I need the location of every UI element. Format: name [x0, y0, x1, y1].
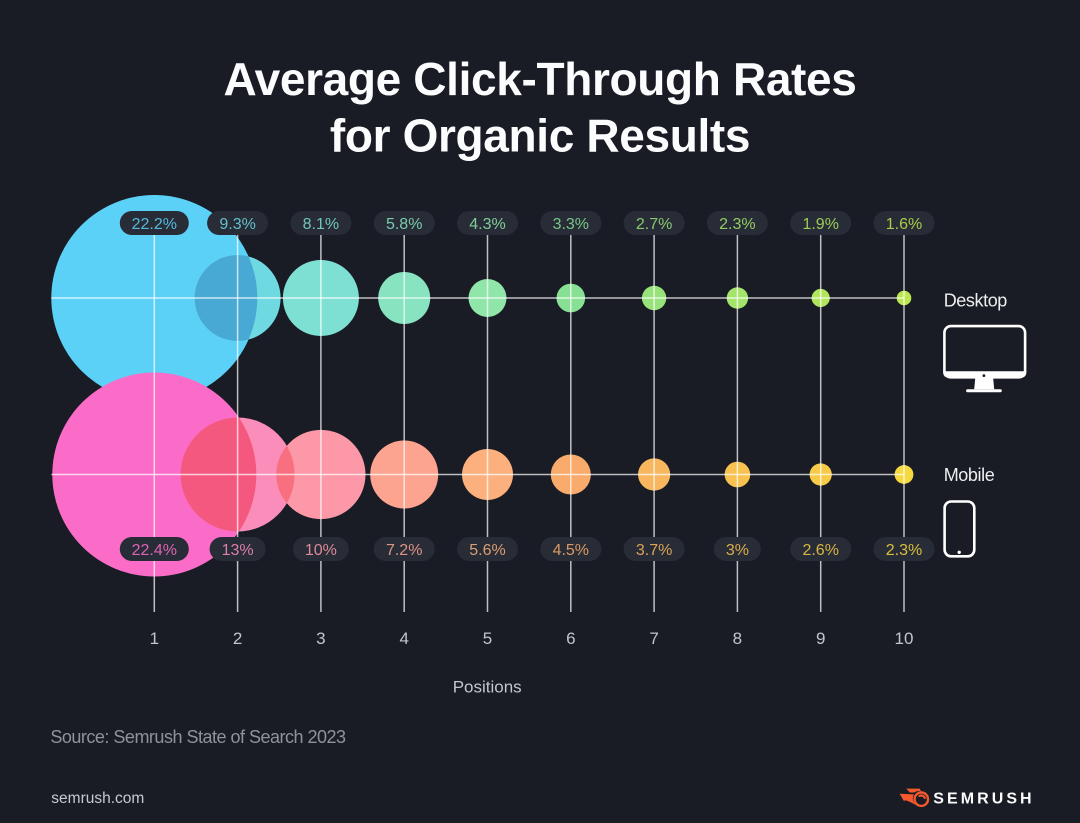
svg-text:22.2%: 22.2%: [132, 216, 177, 233]
svg-text:Positions: Positions: [453, 677, 522, 696]
svg-text:2.7%: 2.7%: [636, 216, 672, 233]
svg-text:4.5%: 4.5%: [553, 542, 589, 559]
svg-text:3: 3: [316, 629, 325, 648]
svg-text:1: 1: [150, 629, 159, 648]
svg-text:5.6%: 5.6%: [469, 542, 505, 559]
svg-text:4: 4: [399, 629, 408, 648]
svg-text:1.9%: 1.9%: [802, 216, 838, 233]
svg-text:6: 6: [566, 629, 575, 648]
svg-text:9: 9: [816, 629, 825, 648]
svg-text:13%: 13%: [222, 542, 254, 559]
svg-text:9.3%: 9.3%: [219, 216, 255, 233]
svg-text:2.3%: 2.3%: [719, 216, 755, 233]
svg-text:Source: Semrush State of Searc: Source: Semrush State of Search 2023: [50, 727, 346, 747]
svg-text:2: 2: [233, 629, 242, 648]
svg-text:5.8%: 5.8%: [386, 216, 422, 233]
svg-text:3.3%: 3.3%: [553, 216, 589, 233]
svg-text:5: 5: [483, 629, 492, 648]
svg-text:10%: 10%: [305, 542, 337, 559]
svg-text:Average Click-Through Rates: Average Click-Through Rates: [223, 53, 856, 105]
svg-text:7: 7: [649, 629, 658, 648]
svg-text:SEMRUSH: SEMRUSH: [933, 790, 1034, 807]
svg-text:4.3%: 4.3%: [469, 216, 505, 233]
svg-text:for Organic Results: for Organic Results: [330, 109, 750, 161]
svg-text:Desktop: Desktop: [944, 291, 1008, 311]
svg-text:3%: 3%: [726, 542, 749, 559]
svg-text:2.6%: 2.6%: [802, 542, 838, 559]
svg-text:8: 8: [733, 629, 742, 648]
svg-text:10: 10: [895, 629, 914, 648]
svg-text:22.4%: 22.4%: [132, 542, 177, 559]
svg-text:2.3%: 2.3%: [886, 542, 922, 559]
svg-text:semrush.com: semrush.com: [51, 790, 144, 807]
svg-text:7.2%: 7.2%: [386, 542, 422, 559]
svg-text:Mobile: Mobile: [944, 465, 995, 485]
svg-text:8.1%: 8.1%: [303, 216, 339, 233]
svg-text:1.6%: 1.6%: [886, 216, 922, 233]
svg-text:3.7%: 3.7%: [636, 542, 672, 559]
